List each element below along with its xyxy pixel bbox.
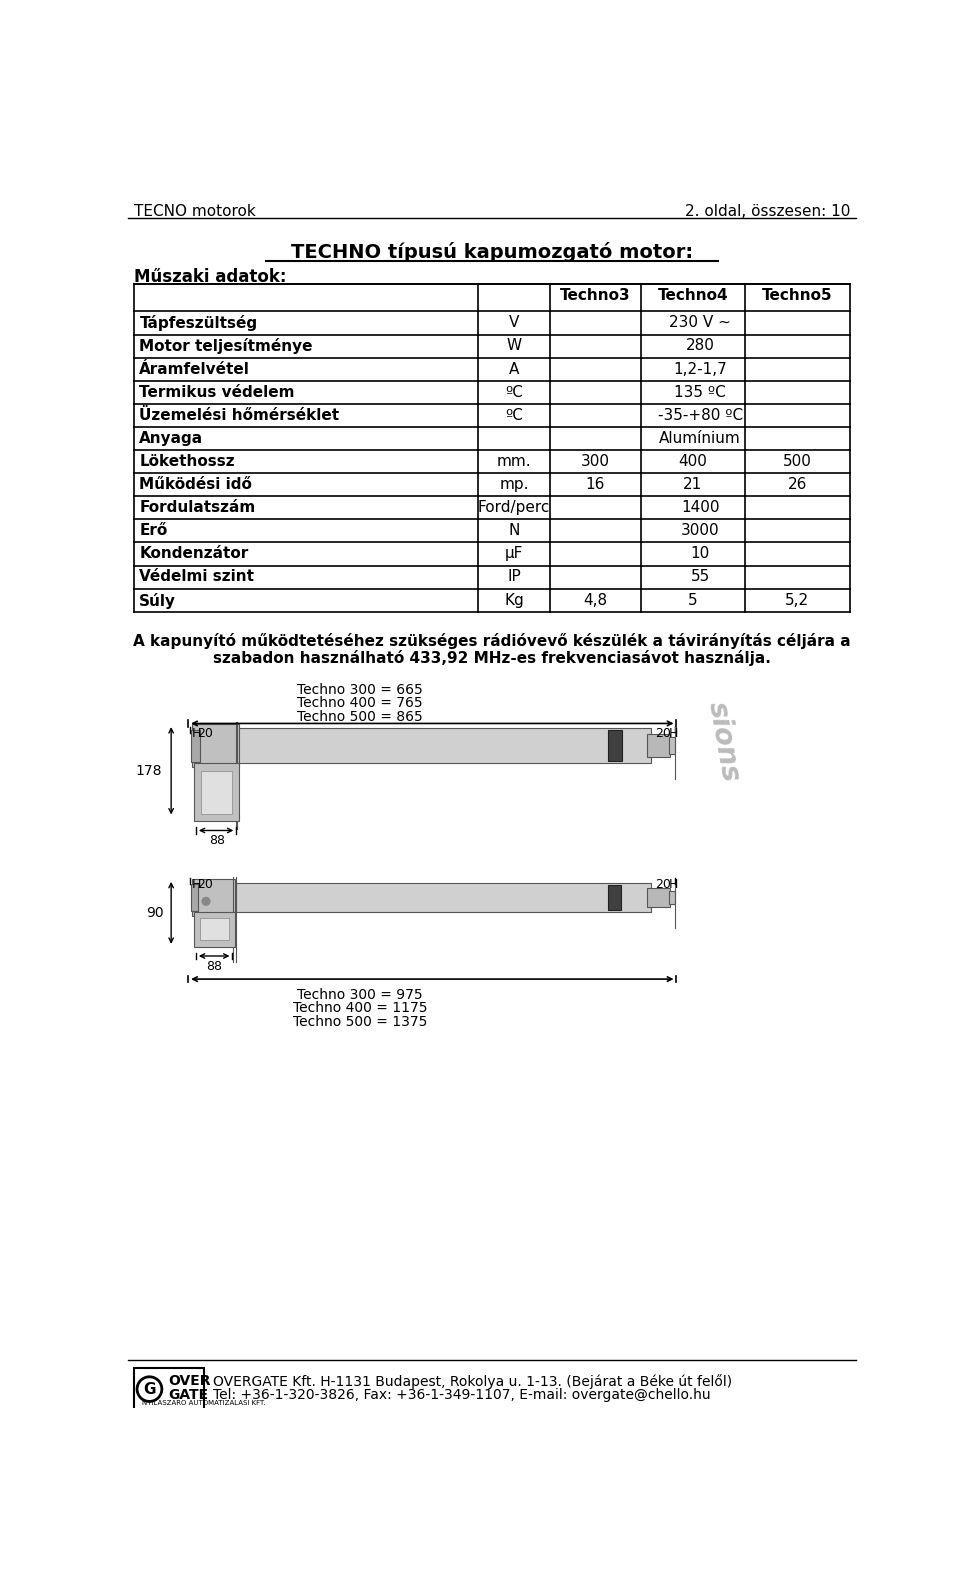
Text: mp.: mp. xyxy=(499,478,529,492)
Text: ºC: ºC xyxy=(505,384,523,400)
Text: Techno 300 = 665: Techno 300 = 665 xyxy=(298,683,423,698)
Bar xyxy=(134,1368,204,1410)
Bar xyxy=(647,734,670,758)
Text: 88: 88 xyxy=(206,960,223,973)
Bar xyxy=(194,913,234,946)
Bar xyxy=(200,918,228,940)
Text: H: H xyxy=(669,726,678,739)
Bar xyxy=(609,731,622,761)
Text: 10: 10 xyxy=(690,546,709,562)
Text: 21: 21 xyxy=(684,478,703,492)
Bar xyxy=(190,884,199,911)
Text: ºC: ºC xyxy=(505,408,523,422)
Bar xyxy=(669,737,675,755)
Bar xyxy=(194,764,239,821)
Bar xyxy=(232,883,651,913)
Text: Techno5: Techno5 xyxy=(762,288,832,304)
Bar xyxy=(232,728,651,764)
Text: Motor teljesítménye: Motor teljesítménye xyxy=(139,339,313,354)
Text: Kg: Kg xyxy=(504,593,524,607)
Text: Fordulatszám: Fordulatszám xyxy=(139,500,255,516)
Text: Ford/perc: Ford/perc xyxy=(478,500,550,516)
Text: 5,2: 5,2 xyxy=(785,593,809,607)
Text: 20: 20 xyxy=(655,726,671,739)
Text: Alumínium: Alumínium xyxy=(660,430,741,446)
Text: Erő: Erő xyxy=(139,524,168,538)
Text: 1400: 1400 xyxy=(681,500,719,516)
Bar xyxy=(201,770,231,813)
Text: N: N xyxy=(509,524,519,538)
Text: Védelmi szint: Védelmi szint xyxy=(139,570,254,584)
Text: 88: 88 xyxy=(209,834,225,848)
Text: 3000: 3000 xyxy=(681,524,719,538)
Text: mm.: mm. xyxy=(496,454,532,468)
Text: 135 ºC: 135 ºC xyxy=(674,384,726,400)
Text: Tel: +36-1-320-3826, Fax: +36-1-349-1107, E-mail: overgate@chello.hu: Tel: +36-1-320-3826, Fax: +36-1-349-1107… xyxy=(213,1387,710,1402)
Text: 90: 90 xyxy=(146,906,163,919)
Text: 55: 55 xyxy=(690,570,709,584)
Text: 300: 300 xyxy=(581,454,610,468)
Text: Lökethossz: Lökethossz xyxy=(139,454,235,468)
Text: szabadon használható 433,92 MHz-es frekvenciasávot használja.: szabadon használható 433,92 MHz-es frekv… xyxy=(213,650,771,666)
Text: W: W xyxy=(507,339,521,353)
Text: 280: 280 xyxy=(685,339,714,353)
Text: Áramfelvétel: Áramfelvétel xyxy=(139,362,251,377)
Text: Súly: Súly xyxy=(139,593,177,609)
Text: Működési idő: Működési idő xyxy=(139,478,252,492)
Text: 20: 20 xyxy=(197,878,212,891)
Text: Anyaga: Anyaga xyxy=(139,430,204,446)
Text: Techno 500 = 865: Techno 500 = 865 xyxy=(298,710,423,723)
Text: IP: IP xyxy=(507,570,521,584)
Bar xyxy=(669,891,675,905)
Text: 20: 20 xyxy=(197,726,212,739)
Text: μF: μF xyxy=(505,546,523,562)
Text: 5: 5 xyxy=(688,593,698,607)
Text: 400: 400 xyxy=(679,454,708,468)
Text: TECHNO típusú kapumozgató motor:: TECHNO típusú kapumozgató motor: xyxy=(291,242,693,263)
Text: V: V xyxy=(509,315,519,331)
Text: H: H xyxy=(191,878,201,891)
Text: H: H xyxy=(669,878,678,891)
Text: 500: 500 xyxy=(783,454,812,468)
Text: Tápfeszültség: Tápfeszültség xyxy=(139,315,257,331)
Text: A kapunyító működtetéséhez szükséges rádióvevő készülék a távirányítás céljára a: A kapunyító működtetéséhez szükséges rád… xyxy=(133,633,851,649)
Text: A: A xyxy=(509,362,519,377)
Text: 178: 178 xyxy=(135,764,162,778)
Text: G: G xyxy=(143,1383,156,1397)
Text: 1,2-1,7: 1,2-1,7 xyxy=(673,362,727,377)
Text: OVER: OVER xyxy=(168,1375,210,1387)
Text: Üzemelési hőmérséklet: Üzemelési hőmérséklet xyxy=(139,408,340,422)
Text: 230 V ~: 230 V ~ xyxy=(669,315,731,331)
Text: OVERGATE Kft. H-1131 Budapest, Rokolya u. 1-13. (Bejárat a Béke út felől): OVERGATE Kft. H-1131 Budapest, Rokolya u… xyxy=(213,1375,732,1389)
Bar xyxy=(192,725,239,767)
Text: Termikus védelem: Termikus védelem xyxy=(139,384,295,400)
Bar xyxy=(609,886,621,910)
Text: H: H xyxy=(191,726,201,739)
Bar xyxy=(192,880,234,916)
Text: 4,8: 4,8 xyxy=(584,593,608,607)
Text: Kondenzátor: Kondenzátor xyxy=(139,546,249,562)
Text: Műszaki adatok:: Műszaki adatok: xyxy=(134,269,286,286)
Circle shape xyxy=(203,897,210,905)
Text: Techno3: Techno3 xyxy=(560,288,631,304)
Text: 2. oldal, összesen: 10: 2. oldal, összesen: 10 xyxy=(684,204,850,218)
Text: 16: 16 xyxy=(586,478,605,492)
Text: 20: 20 xyxy=(655,878,671,891)
Bar xyxy=(647,888,670,906)
Bar xyxy=(190,729,200,763)
Text: Techno 500 = 1375: Techno 500 = 1375 xyxy=(293,1014,427,1028)
Text: GATE: GATE xyxy=(168,1387,208,1402)
Text: TECNO motorok: TECNO motorok xyxy=(134,204,255,218)
Text: Techno 400 = 765: Techno 400 = 765 xyxy=(298,696,423,710)
Text: Techno 400 = 1175: Techno 400 = 1175 xyxy=(293,1001,427,1016)
Text: Techno 300 = 975: Techno 300 = 975 xyxy=(298,989,423,1003)
Text: -35-+80 ºC: -35-+80 ºC xyxy=(658,408,743,422)
Text: Techno4: Techno4 xyxy=(658,288,728,304)
Text: sions: sions xyxy=(703,699,745,783)
Text: 26: 26 xyxy=(787,478,807,492)
Text: NYILASZARO AUTOMATIZALASI KFT.: NYILASZARO AUTOMATIZALASI KFT. xyxy=(142,1400,265,1406)
